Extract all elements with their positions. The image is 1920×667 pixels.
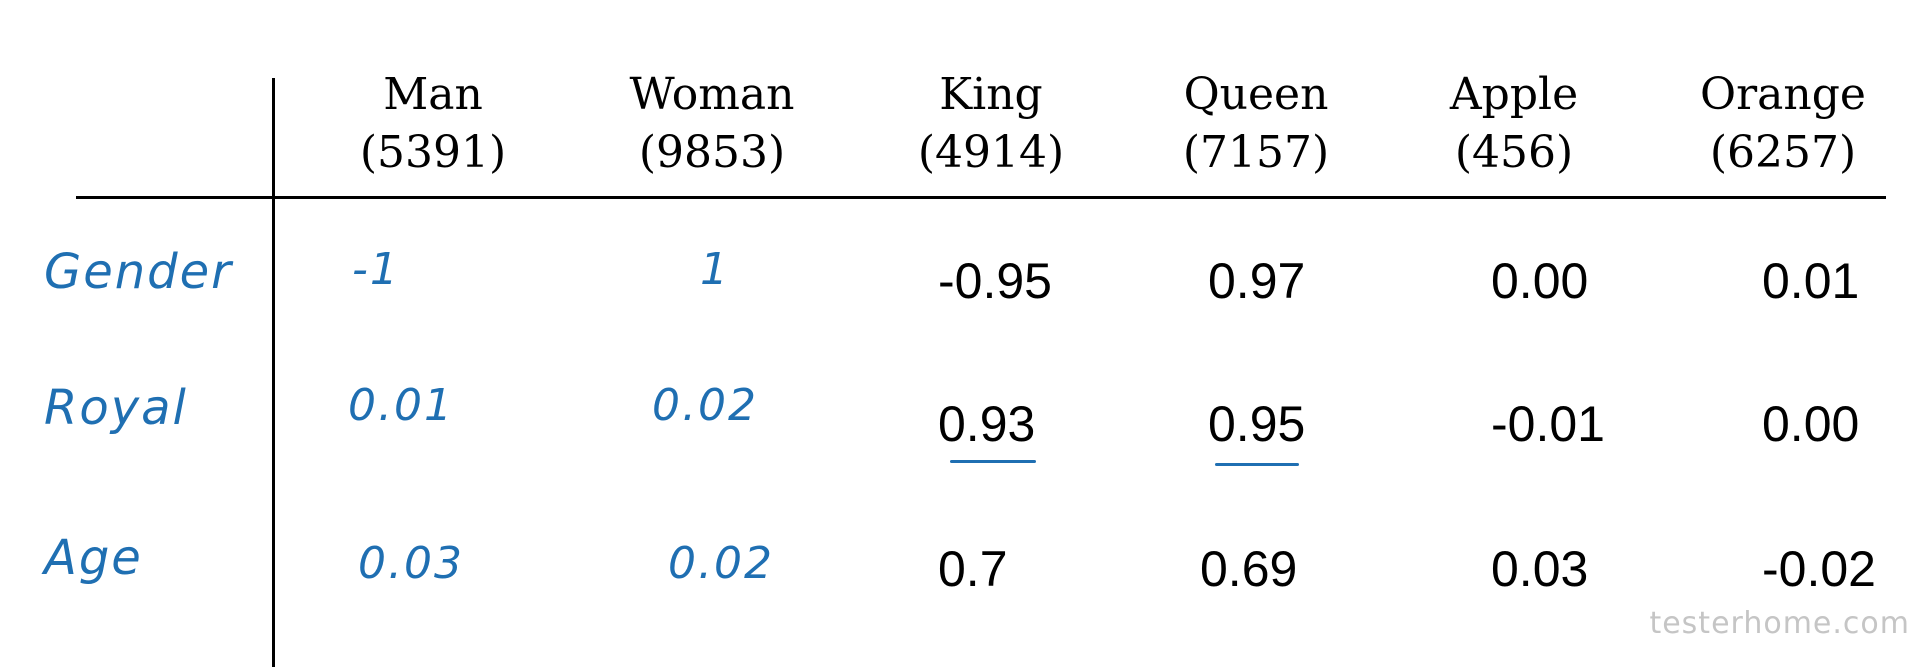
table-horizontal-divider	[76, 196, 1886, 199]
underline-mark	[950, 460, 1036, 463]
column-word: Woman	[629, 69, 795, 120]
cell-gender-woman: 1	[700, 244, 730, 295]
column-word: Orange	[1700, 69, 1866, 120]
column-word: King	[939, 69, 1043, 120]
cell-age-man: 0.03	[358, 538, 464, 589]
cell-gender-king: -0.95	[938, 253, 1052, 309]
column-header-man: Man (5391)	[303, 66, 563, 182]
column-index: (456)	[1454, 127, 1574, 178]
row-label-age: Age	[44, 530, 143, 586]
column-index: (9853)	[638, 127, 786, 178]
cell-gender-man: -1	[352, 244, 400, 295]
column-word: Man	[383, 69, 483, 120]
column-word: Queen	[1183, 69, 1329, 120]
column-header-woman: Woman (9853)	[582, 66, 842, 182]
cell-gender-orange: 0.01	[1762, 253, 1860, 309]
column-header-apple: Apple (456)	[1384, 66, 1644, 182]
cell-royal-woman: 0.02	[652, 380, 758, 431]
cell-age-apple: 0.03	[1491, 541, 1589, 597]
column-word: Apple	[1449, 69, 1579, 120]
cell-royal-queen: 0.95	[1208, 396, 1306, 452]
cell-age-king: 0.7	[938, 541, 1008, 597]
watermark: testerhome.com	[1649, 606, 1910, 641]
cell-gender-apple: 0.00	[1491, 253, 1589, 309]
column-header-king: King (4914)	[861, 66, 1121, 182]
column-header-queen: Queen (7157)	[1126, 66, 1386, 182]
underline-mark	[1215, 463, 1299, 466]
cell-gender-queen: 0.97	[1208, 253, 1306, 309]
row-label-royal: Royal	[44, 380, 188, 436]
cell-royal-orange: 0.00	[1762, 396, 1860, 452]
column-index: (4914)	[917, 127, 1065, 178]
cell-royal-man: 0.01	[348, 380, 454, 431]
cell-age-woman: 0.02	[668, 538, 774, 589]
column-index: (7157)	[1182, 127, 1330, 178]
column-header-orange: Orange (6257)	[1653, 66, 1913, 182]
row-label-gender: Gender	[44, 244, 233, 300]
cell-royal-apple: -0.01	[1491, 396, 1605, 452]
table-vertical-divider	[272, 78, 275, 667]
column-index: (5391)	[359, 127, 507, 178]
cell-age-queen: 0.69	[1200, 541, 1298, 597]
cell-age-orange: -0.02	[1762, 541, 1876, 597]
cell-royal-king: 0.93	[938, 396, 1036, 452]
column-index: (6257)	[1709, 127, 1857, 178]
